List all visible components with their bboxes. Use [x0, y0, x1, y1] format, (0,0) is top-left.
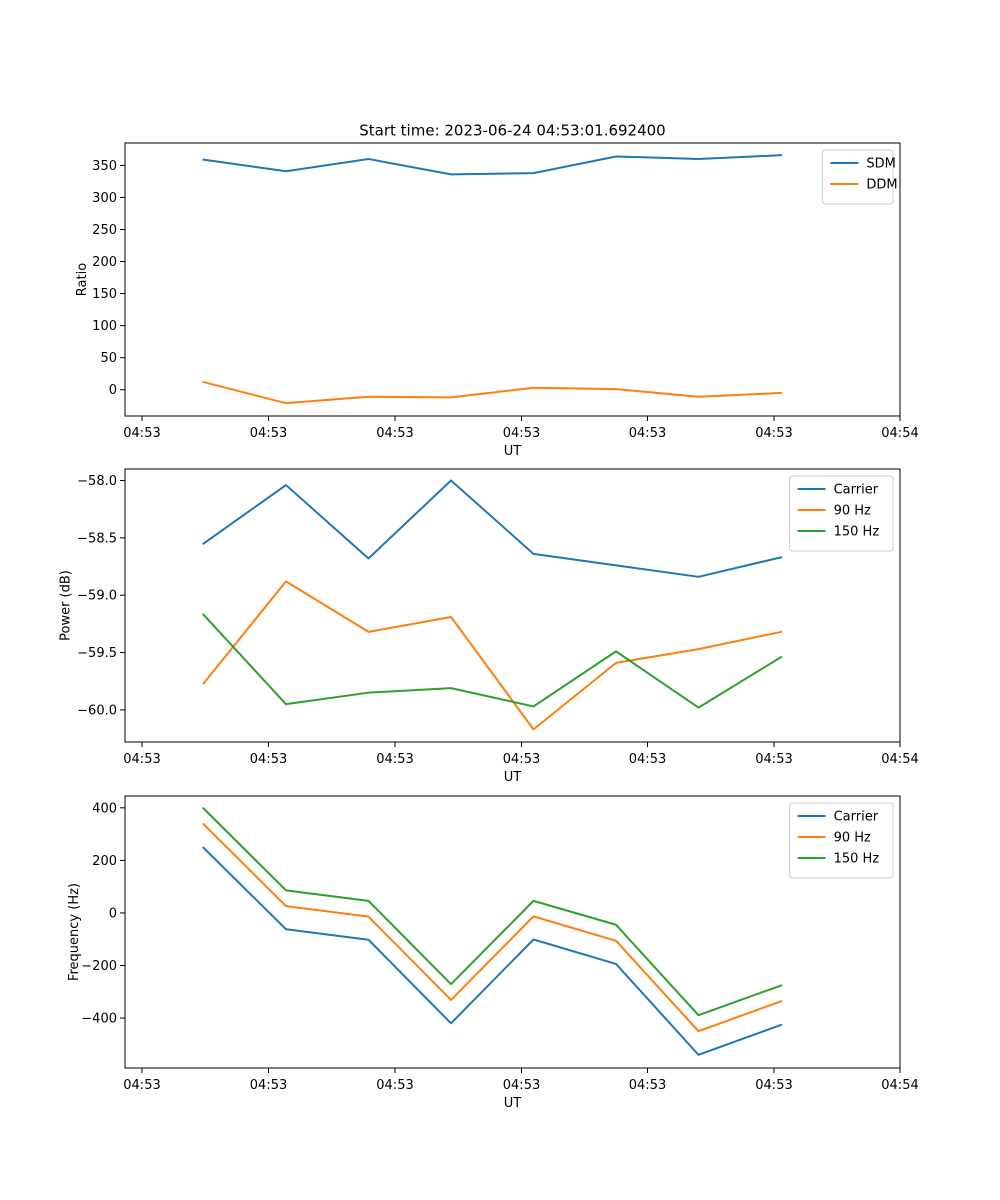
series-line-2 [202, 380, 783, 405]
y-tick-label: 100 [92, 319, 117, 334]
y-tick-label: −58.0 [77, 474, 117, 489]
legend-entry: 90 Hz [834, 831, 871, 846]
x-tick-label: 04:53 [629, 1078, 666, 1093]
y-tick-label: 250 [92, 223, 117, 238]
y-tick-label: 300 [92, 191, 117, 206]
legend-entry: 90 Hz [834, 504, 871, 519]
x-tick-label: 04:54 [881, 752, 918, 767]
y-tick-label: −58.5 [77, 531, 117, 546]
x-tick-label: 04:54 [881, 1078, 918, 1093]
legend-entry: DDM [866, 178, 897, 193]
plot-frame [124, 142, 901, 417]
x-tick-label: 04:54 [881, 426, 918, 441]
y-tick-label: −200 [81, 959, 117, 974]
x-tick-label: 04:53 [376, 752, 413, 767]
series-line-2 [202, 822, 783, 1033]
x-tick-label: 04:53 [250, 1078, 287, 1093]
legend-entry: 150 Hz [834, 852, 880, 867]
legend-box [789, 475, 894, 552]
x-tick-label: 04:53 [250, 426, 287, 441]
y-tick-label: −59.5 [77, 646, 117, 661]
y-tick-label: −400 [81, 1012, 117, 1027]
x-tick-label: 04:53 [503, 752, 540, 767]
x-axis-label: UT [504, 1096, 522, 1111]
y-tick-label: −60.0 [77, 703, 117, 718]
chart-title: Start time: 2023-06-24 04:53:01.692400 [359, 122, 665, 140]
plot-frame [124, 795, 901, 1069]
y-tick-label: 200 [92, 255, 117, 270]
x-tick-label: 04:53 [376, 1078, 413, 1093]
x-tick-label: 04:53 [123, 752, 160, 767]
legend-entry: 150 Hz [834, 525, 880, 540]
x-axis-label: UT [504, 444, 522, 459]
x-tick-label: 04:53 [123, 1078, 160, 1093]
x-tick-label: 04:53 [376, 426, 413, 441]
legend-entry: Carrier [834, 483, 879, 498]
x-tick-label: 04:53 [250, 752, 287, 767]
y-tick-label: 400 [92, 801, 117, 816]
x-tick-label: 04:53 [629, 752, 666, 767]
y-tick-label: 0 [109, 906, 117, 921]
x-tick-label: 04:53 [629, 426, 666, 441]
y-axis-label: Ratio [75, 263, 90, 296]
y-tick-label: 50 [100, 351, 117, 366]
legend-entry: Carrier [834, 810, 879, 825]
legend: Carrier 90 Hz 150 Hz [789, 802, 894, 879]
y-tick-label: −59.0 [77, 589, 117, 604]
subplot-1: 04:53 04:53 04:53 04:53 04:53 04:53 04:54 0 50 10… [75, 142, 919, 459]
legend-box [789, 802, 894, 879]
series-line-1 [202, 479, 783, 578]
x-tick-label: 04:53 [503, 426, 540, 441]
x-axis-label: UT [504, 770, 522, 785]
subplot-3: 04:53 04:53 04:53 04:53 04:53 04:53 04:54 −400 −… [67, 795, 919, 1111]
x-tick-label: 04:53 [755, 1078, 792, 1093]
y-tick-label: 150 [92, 287, 117, 302]
legend: SDM DDM [821, 149, 898, 205]
x-tick-label: 04:53 [123, 426, 160, 441]
series-line-1 [202, 154, 783, 176]
series-line-1 [202, 846, 783, 1056]
plot-frame [124, 468, 901, 743]
x-tick-label: 04:53 [503, 1078, 540, 1093]
y-axis-label: Power (dB) [59, 570, 74, 641]
x-tick-label: 04:53 [755, 426, 792, 441]
y-tick-label: 350 [92, 159, 117, 174]
y-tick-label: 0 [109, 383, 117, 398]
series-line-3 [202, 806, 783, 1017]
series-line-3 [202, 613, 783, 709]
series-line-2 [202, 580, 783, 731]
legend-entry: SDM [866, 157, 895, 172]
y-axis-label: Frequency (Hz) [67, 883, 82, 981]
y-tick-label: 200 [92, 854, 117, 869]
x-tick-label: 04:53 [755, 752, 792, 767]
legend: Carrier 90 Hz 150 Hz [789, 475, 894, 552]
subplot-2: 04:53 04:53 04:53 04:53 04:53 04:53 04:54 −60.0… [59, 468, 919, 785]
